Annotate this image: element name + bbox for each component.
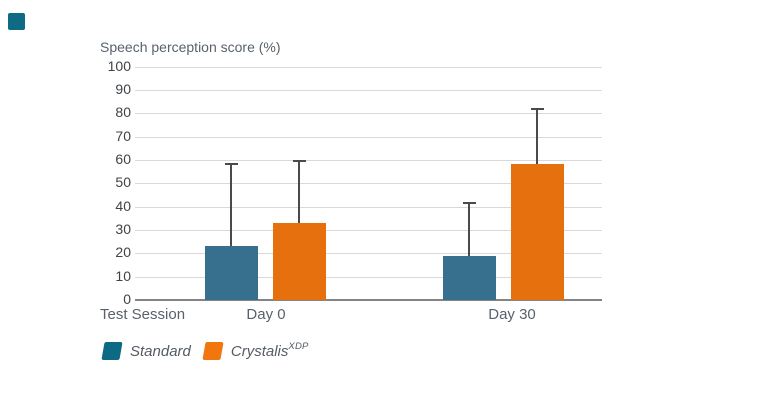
legend-label-standard: Standard bbox=[130, 342, 191, 360]
gridline bbox=[135, 67, 602, 68]
gridline bbox=[135, 183, 602, 184]
standard-swatch-icon bbox=[101, 342, 123, 360]
crystalis-swatch-icon bbox=[202, 342, 224, 360]
error-bar-line bbox=[468, 203, 470, 256]
y-tick-label: 80 bbox=[115, 104, 131, 120]
legend-item-standard: Standard bbox=[101, 342, 191, 360]
error-bar-cap bbox=[293, 160, 306, 163]
category-label-day0: Day 0 bbox=[246, 306, 286, 323]
bar-crystalis-day0 bbox=[273, 223, 326, 300]
gridline bbox=[135, 253, 602, 254]
y-tick-label: 10 bbox=[115, 268, 131, 284]
y-tick-label: 100 bbox=[107, 58, 131, 74]
error-bar-cap bbox=[531, 107, 544, 110]
y-tick-label: 70 bbox=[115, 128, 131, 144]
gridline bbox=[135, 90, 602, 91]
error-bar-cap bbox=[225, 162, 238, 165]
chart-title: Speech perception score (%) bbox=[100, 39, 281, 55]
corner-marker bbox=[8, 13, 25, 30]
bar-standard-day30 bbox=[443, 255, 496, 300]
y-tick-label: 0 bbox=[123, 291, 131, 307]
error-bar-line bbox=[536, 108, 538, 164]
gridline bbox=[135, 207, 602, 208]
gridline bbox=[135, 160, 602, 161]
error-bar-line bbox=[230, 163, 232, 247]
x-axis-line bbox=[135, 299, 602, 301]
y-tick-label: 90 bbox=[115, 81, 131, 97]
bar-crystalis-day30 bbox=[511, 163, 564, 300]
bar-standard-day0 bbox=[205, 246, 258, 300]
x-axis-title: Test Session bbox=[100, 306, 186, 323]
error-bar-line bbox=[298, 161, 300, 223]
category-label-day30: Day 30 bbox=[488, 306, 536, 323]
legend-item-crystalis: CrystalisXDP bbox=[202, 341, 309, 360]
gridline bbox=[135, 230, 602, 231]
gridline bbox=[135, 113, 602, 114]
y-tick-label: 20 bbox=[115, 244, 131, 260]
gridline bbox=[135, 137, 602, 138]
legend-label-crystalis: CrystalisXDP bbox=[230, 341, 309, 360]
y-tick-label: 40 bbox=[115, 198, 131, 214]
y-tick-label: 60 bbox=[115, 151, 131, 167]
error-bar-cap bbox=[463, 202, 476, 205]
gridline bbox=[135, 277, 602, 278]
legend: Standard CrystalisXDP bbox=[101, 341, 309, 360]
y-tick-label: 50 bbox=[115, 174, 131, 190]
y-tick-label: 30 bbox=[115, 221, 131, 237]
